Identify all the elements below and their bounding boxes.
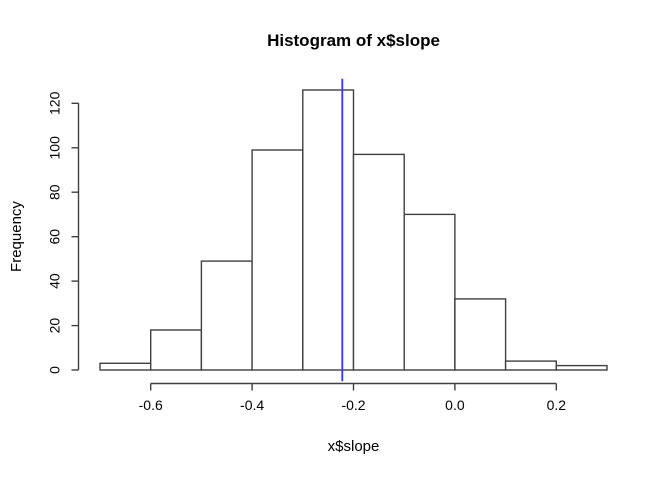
y-tick-label: 0 <box>47 366 63 374</box>
y-tick-label: 80 <box>47 184 63 200</box>
histogram-bar <box>200 260 253 371</box>
histogram-bar <box>251 149 304 371</box>
x-tick-label: -0.2 <box>341 397 365 413</box>
x-axis-label: x$slope <box>328 438 380 455</box>
histogram-bar <box>454 298 507 371</box>
y-tick-label: 120 <box>47 91 63 115</box>
x-axis: -0.6 -0.4 -0.2 0.0 0.2 <box>139 382 567 413</box>
x-tick-label: -0.4 <box>240 397 264 413</box>
x-tick-label: -0.6 <box>139 397 163 413</box>
y-tick-label: 20 <box>47 318 63 334</box>
y-axis: 0 20 40 60 80 100 120 <box>47 91 80 374</box>
y-tick-label: 40 <box>47 273 63 289</box>
y-tick-label: 60 <box>47 229 63 245</box>
histogram-bar <box>403 213 456 371</box>
y-tick-label: 100 <box>47 136 63 160</box>
y-axis-label: Frequency <box>8 201 25 272</box>
histogram-bar <box>555 364 608 371</box>
x-tick-label: 0.2 <box>547 397 567 413</box>
histogram-bar <box>99 362 152 371</box>
histogram-bar <box>302 89 355 371</box>
x-tick-label: 0.0 <box>445 397 465 413</box>
chart-title: Histogram of x$slope <box>267 31 440 50</box>
histogram-bar <box>352 153 405 371</box>
histogram-bar <box>504 360 558 371</box>
bars-group <box>99 89 608 371</box>
histogram-bar <box>149 329 203 371</box>
